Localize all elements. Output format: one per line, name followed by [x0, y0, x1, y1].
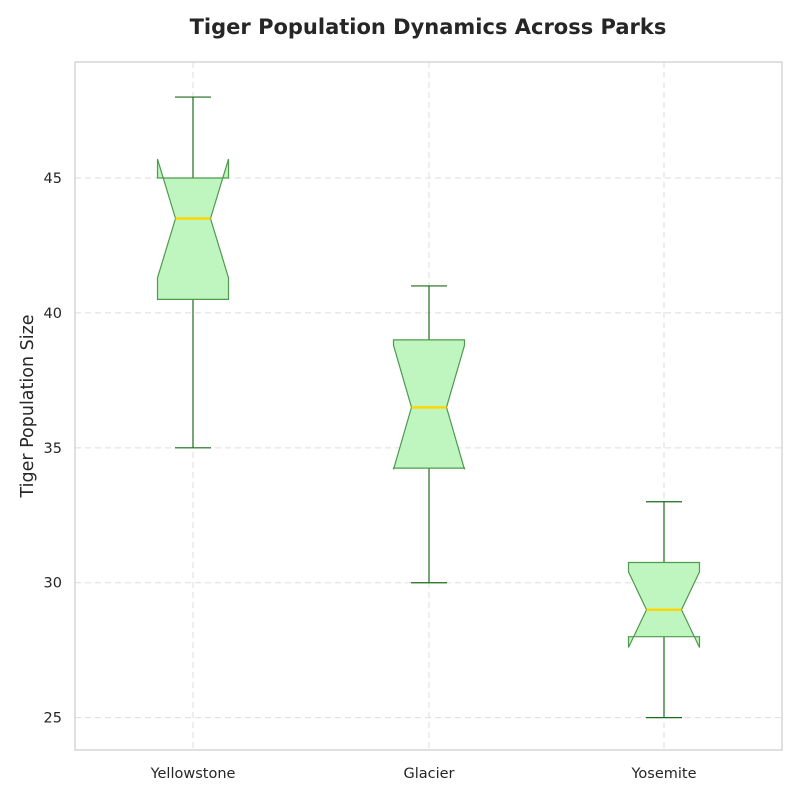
y-tick-label: 30: [44, 576, 62, 592]
chart-title: Tiger Population Dynamics Across Parks: [190, 15, 667, 39]
y-tick-label: 45: [44, 171, 62, 187]
y-tick-labels: 25 30 35 40 45: [44, 171, 62, 727]
box-glacier: [392, 285, 466, 584]
y-tick-label: 25: [44, 711, 62, 727]
notched-box: [156, 158, 230, 300]
notched-box: [392, 339, 466, 470]
y-tick-label: 35: [44, 441, 62, 457]
notched-box: [627, 561, 701, 648]
y-axis-label: Tiger Population Size: [18, 314, 38, 498]
box-yellowstone: [156, 96, 230, 449]
box-series: [156, 96, 701, 719]
box-yosemite: [627, 501, 701, 719]
plot-frame: [74, 61, 783, 751]
y-tick-label: 40: [44, 306, 62, 322]
x-tick-label: Yellowstone: [150, 766, 236, 782]
x-tick-label: Glacier: [403, 766, 454, 782]
x-tick-labels: Yellowstone Glacier Yosemite: [150, 766, 697, 782]
x-tick-label: Yosemite: [630, 766, 696, 782]
